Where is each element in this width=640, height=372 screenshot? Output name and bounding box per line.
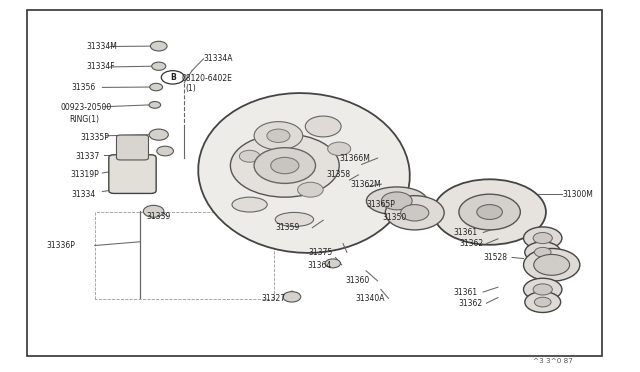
Circle shape [525, 292, 561, 312]
Circle shape [385, 196, 444, 230]
Text: 31364: 31364 [307, 262, 332, 270]
Circle shape [150, 41, 167, 51]
Text: B: B [170, 73, 175, 82]
Circle shape [524, 227, 562, 249]
Circle shape [524, 278, 562, 301]
Ellipse shape [232, 197, 268, 212]
Circle shape [433, 179, 546, 245]
Circle shape [157, 146, 173, 156]
Circle shape [534, 254, 570, 275]
Circle shape [149, 102, 161, 108]
Circle shape [161, 71, 184, 84]
Text: 31339: 31339 [146, 212, 170, 221]
FancyBboxPatch shape [116, 135, 148, 160]
Text: 31334F: 31334F [86, 62, 115, 71]
Circle shape [534, 247, 551, 257]
Circle shape [230, 134, 339, 197]
Circle shape [401, 205, 429, 221]
Text: ^3 3^0 87: ^3 3^0 87 [533, 358, 573, 364]
Text: 31336P: 31336P [46, 241, 75, 250]
Circle shape [267, 129, 290, 142]
Text: 31356: 31356 [72, 83, 96, 92]
Text: 31334M: 31334M [86, 42, 117, 51]
Text: 31300M: 31300M [562, 190, 593, 199]
Text: 31362: 31362 [458, 299, 483, 308]
Text: 31337: 31337 [76, 152, 100, 161]
Circle shape [381, 192, 412, 210]
Text: 31335P: 31335P [80, 133, 109, 142]
Circle shape [271, 157, 299, 174]
Circle shape [525, 242, 561, 263]
Circle shape [149, 129, 168, 140]
Circle shape [143, 205, 164, 217]
Circle shape [150, 83, 163, 91]
Text: 31528: 31528 [484, 253, 508, 262]
Text: RING(1): RING(1) [69, 115, 99, 124]
Text: 31350: 31350 [383, 213, 407, 222]
Text: 31375: 31375 [308, 248, 333, 257]
Ellipse shape [275, 212, 314, 227]
Circle shape [325, 259, 340, 268]
Circle shape [459, 194, 520, 230]
Text: 31359: 31359 [275, 223, 300, 232]
Ellipse shape [198, 93, 410, 253]
Circle shape [152, 62, 166, 70]
Circle shape [254, 122, 303, 150]
Circle shape [533, 232, 552, 244]
Text: 31366M: 31366M [339, 154, 370, 163]
Circle shape [533, 284, 552, 295]
Text: 31361: 31361 [453, 288, 477, 296]
Text: 31361: 31361 [453, 228, 477, 237]
Text: 31334A: 31334A [204, 54, 233, 63]
Text: 31340A: 31340A [355, 294, 385, 303]
Circle shape [305, 116, 341, 137]
Circle shape [298, 182, 323, 197]
Circle shape [239, 150, 260, 162]
Text: 31319P: 31319P [70, 170, 99, 179]
Text: 31327: 31327 [261, 294, 285, 303]
Circle shape [534, 297, 551, 307]
Text: 31360: 31360 [346, 276, 370, 285]
Text: 31334: 31334 [72, 190, 96, 199]
Circle shape [328, 142, 351, 155]
Ellipse shape [367, 187, 428, 215]
Text: 31362: 31362 [460, 239, 484, 248]
Circle shape [524, 248, 580, 281]
Circle shape [283, 292, 301, 302]
Text: 00923-20500: 00923-20500 [61, 103, 112, 112]
Circle shape [254, 148, 316, 183]
Text: (1): (1) [186, 84, 196, 93]
Text: 31362M: 31362M [351, 180, 381, 189]
Text: 31358: 31358 [326, 170, 351, 179]
Text: 08120-6402E: 08120-6402E [181, 74, 232, 83]
Circle shape [477, 205, 502, 219]
FancyBboxPatch shape [109, 155, 156, 193]
Bar [27, 10, 602, 356]
Text: 31365P: 31365P [366, 200, 395, 209]
